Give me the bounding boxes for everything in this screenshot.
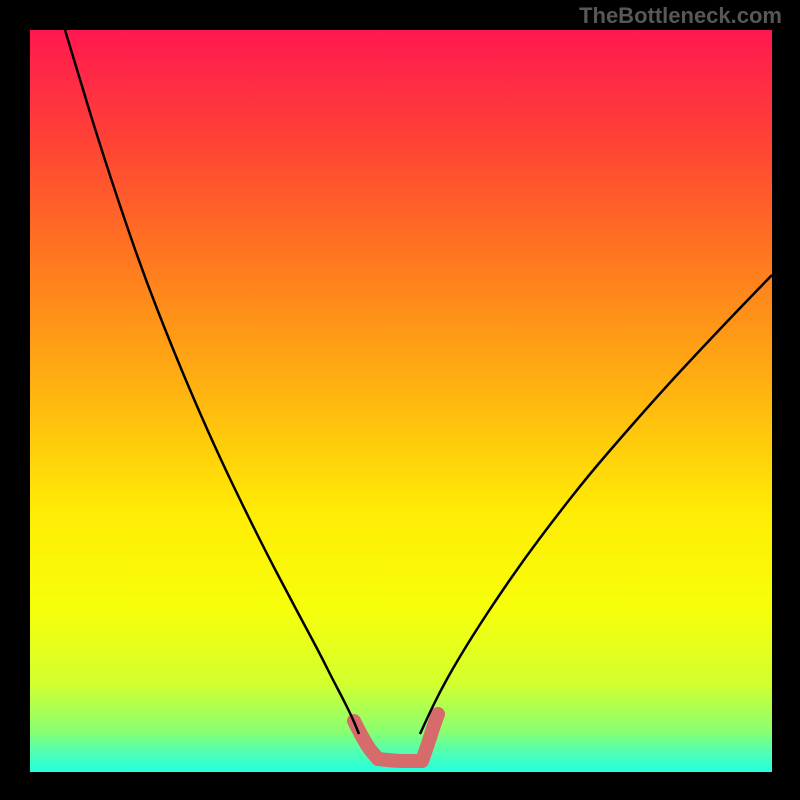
chart-frame: TheBottleneck.com — [0, 0, 800, 800]
left-curve — [65, 30, 359, 734]
watermark-text: TheBottleneck.com — [579, 3, 782, 29]
highlight-segment — [422, 714, 438, 761]
chart-svg — [0, 0, 800, 800]
right-curve — [420, 275, 772, 734]
